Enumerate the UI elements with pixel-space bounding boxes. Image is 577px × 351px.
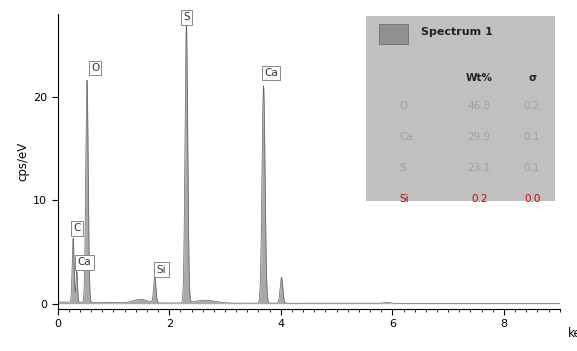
Bar	[366, 15, 554, 201]
Text: 0.2: 0.2	[471, 194, 488, 204]
Text: 0.1: 0.1	[524, 132, 540, 142]
Text: Ca: Ca	[77, 258, 91, 267]
Text: σ: σ	[528, 73, 536, 83]
Text: O: O	[91, 63, 99, 73]
Text: S: S	[399, 163, 406, 173]
Text: 23.1: 23.1	[468, 163, 491, 173]
Bar	[379, 24, 408, 44]
Text: S: S	[183, 12, 190, 22]
Text: Ca: Ca	[399, 132, 413, 142]
Y-axis label: cps/eV: cps/eV	[16, 142, 29, 181]
Text: 46.8: 46.8	[468, 101, 491, 111]
Text: 0.2: 0.2	[524, 101, 540, 111]
Text: O: O	[399, 101, 407, 111]
Text: Si: Si	[399, 194, 409, 204]
Text: Ca: Ca	[264, 68, 278, 78]
Text: keV: keV	[568, 327, 577, 340]
Text: C: C	[73, 223, 80, 233]
Text: 0.0: 0.0	[524, 194, 540, 204]
Text: 0.1: 0.1	[524, 163, 540, 173]
Text: 29.9: 29.9	[468, 132, 491, 142]
Text: Spectrum 1: Spectrum 1	[421, 27, 492, 37]
Text: Si: Si	[156, 265, 166, 275]
Text: Wt%: Wt%	[466, 73, 493, 83]
